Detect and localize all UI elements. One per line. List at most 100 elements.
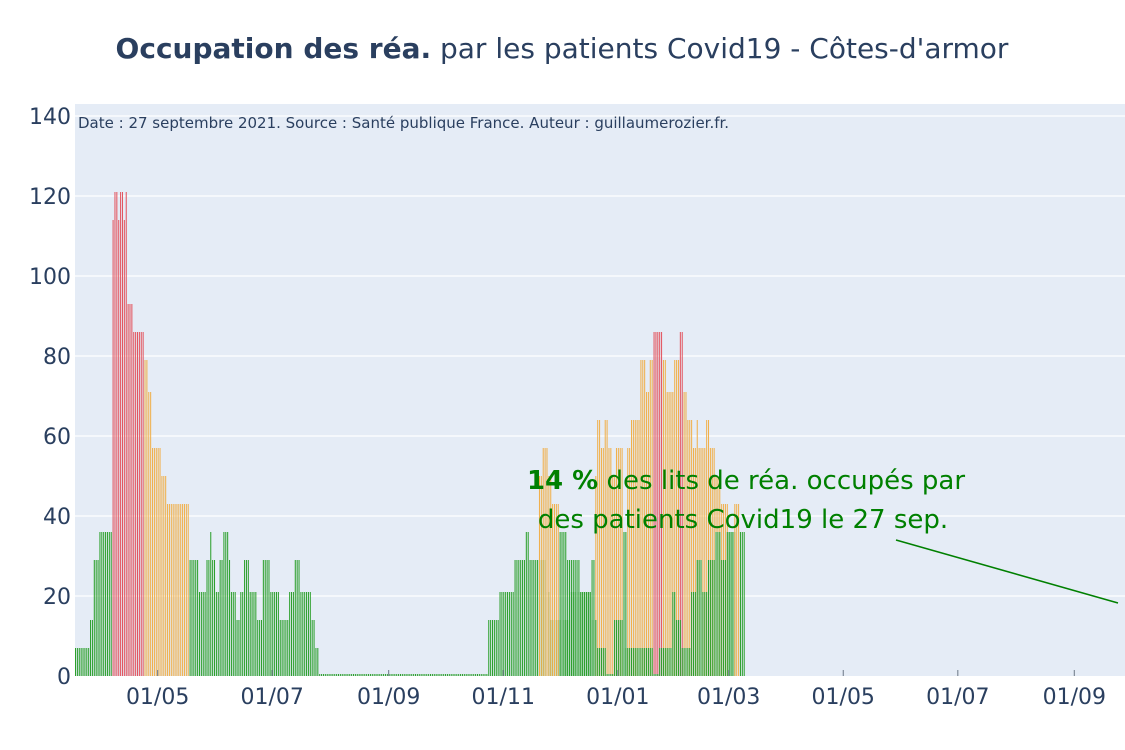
bar	[165, 476, 167, 676]
bar	[198, 592, 201, 676]
bar	[78, 648, 80, 676]
bar	[621, 448, 623, 676]
bar	[473, 674, 475, 676]
bar	[170, 504, 172, 676]
bar	[692, 592, 695, 676]
bar	[418, 674, 420, 676]
bar	[484, 674, 486, 676]
bar	[672, 392, 674, 676]
bar	[469, 674, 471, 676]
bar	[677, 360, 679, 676]
bar	[118, 220, 120, 676]
bar	[399, 674, 401, 676]
bar	[285, 620, 287, 676]
bar	[501, 592, 503, 676]
bar	[283, 620, 285, 676]
bar	[629, 648, 631, 676]
bar	[516, 560, 518, 676]
bar	[728, 532, 730, 676]
bar	[448, 674, 450, 676]
bar	[450, 674, 452, 676]
bar	[625, 532, 627, 676]
bar	[636, 420, 638, 676]
bar	[698, 560, 700, 676]
bar	[375, 674, 377, 676]
bar	[661, 332, 663, 676]
bar	[724, 560, 726, 676]
bar	[409, 674, 411, 676]
chart-title-rest: par les patients Covid19 - Côtes-d'armor	[431, 32, 1009, 65]
bar	[461, 674, 463, 676]
bar	[585, 592, 587, 676]
bar	[642, 360, 644, 676]
bar	[542, 448, 544, 676]
x-tick-label: 01/01	[586, 685, 649, 710]
bar	[634, 420, 636, 676]
bar	[726, 532, 728, 676]
bar	[302, 592, 304, 676]
bar	[460, 674, 462, 676]
bar	[599, 420, 601, 676]
bar	[183, 504, 185, 676]
bar	[452, 674, 454, 676]
bar	[328, 674, 330, 676]
bar	[520, 560, 522, 676]
x-tick-label: 01/11	[472, 685, 535, 710]
source-note: Date : 27 septembre 2021. Source : Santé…	[78, 114, 729, 132]
bar	[523, 560, 525, 676]
bar	[734, 504, 736, 676]
bar	[213, 560, 216, 676]
bar	[694, 592, 696, 676]
bar	[110, 532, 112, 676]
bar	[394, 674, 396, 676]
bar	[292, 592, 294, 676]
bar	[341, 674, 343, 676]
bar	[615, 448, 617, 676]
bar	[255, 592, 257, 676]
bar	[390, 674, 392, 676]
bar	[670, 648, 672, 676]
bar	[467, 674, 469, 676]
bar	[307, 592, 309, 676]
bar	[495, 620, 497, 676]
bar	[403, 674, 405, 676]
bar	[86, 648, 88, 676]
x-tick-label: 01/09	[357, 685, 420, 710]
bars	[75, 192, 745, 676]
bar	[570, 560, 572, 676]
bar	[692, 448, 695, 676]
bar	[168, 504, 170, 676]
bar	[670, 392, 672, 676]
bar	[537, 560, 539, 676]
bar	[396, 674, 398, 676]
bar	[105, 532, 107, 676]
bar	[640, 360, 642, 676]
bar	[600, 648, 602, 676]
bar	[706, 420, 708, 676]
bar	[563, 532, 565, 676]
bar	[146, 360, 148, 676]
x-tick-label: 01/05	[812, 685, 875, 710]
bar	[507, 592, 509, 676]
bar	[602, 648, 604, 676]
bar	[445, 674, 447, 676]
bar	[114, 192, 116, 676]
bar	[617, 620, 619, 676]
bar	[446, 674, 448, 676]
bar	[625, 648, 627, 676]
bar	[548, 476, 550, 676]
bar	[535, 560, 537, 676]
bar	[674, 592, 676, 676]
bar	[689, 420, 691, 676]
bar	[251, 592, 253, 676]
bar	[595, 476, 597, 676]
bar	[230, 592, 232, 676]
bar	[578, 560, 580, 676]
bar	[368, 674, 370, 676]
bar	[416, 674, 418, 676]
x-axis: 01/05 01/07 01/09 01/11 01/01 01/03 01/05 01/07…	[126, 670, 1106, 710]
bar	[388, 674, 390, 676]
bar	[178, 504, 180, 676]
bar	[287, 620, 289, 676]
bar	[315, 648, 317, 676]
